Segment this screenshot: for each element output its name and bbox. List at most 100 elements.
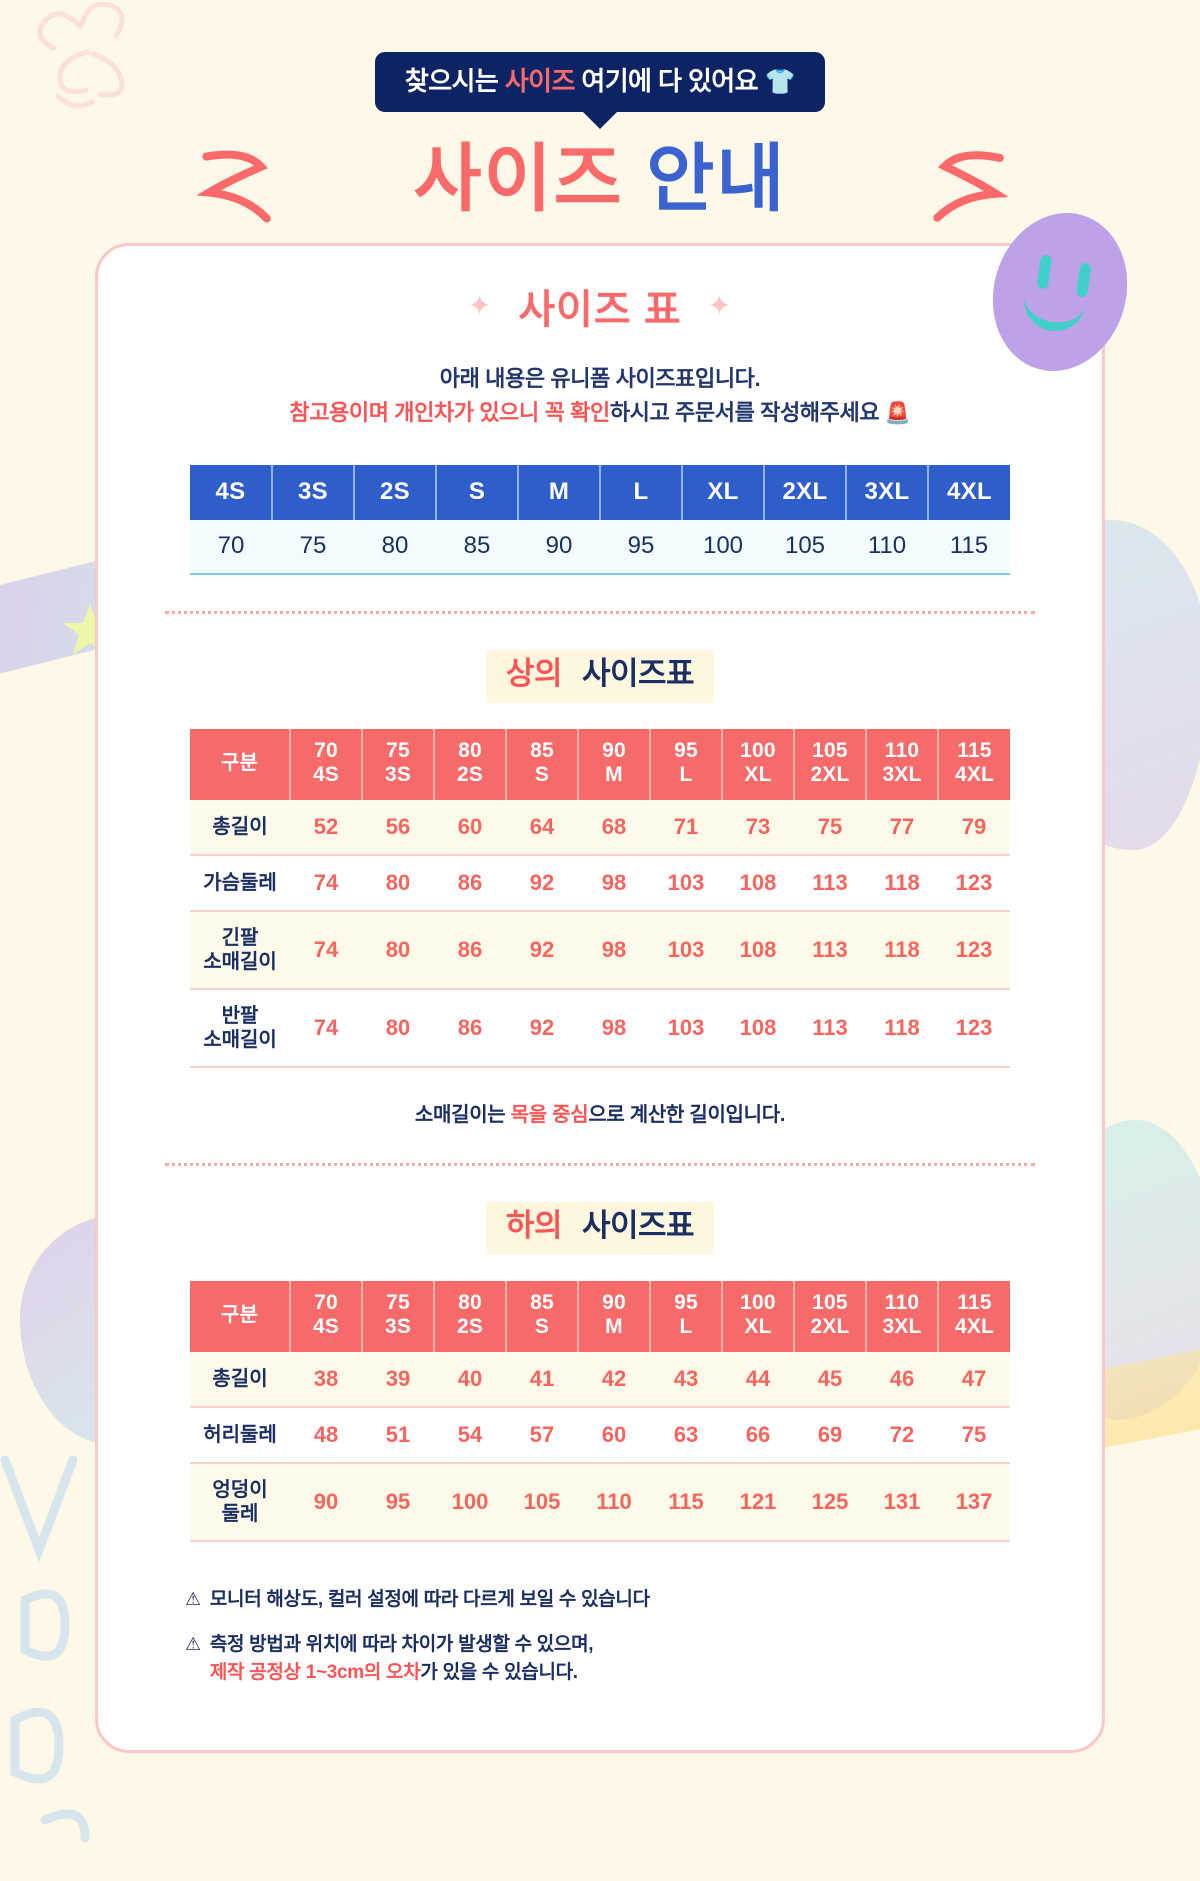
measurement-value: 64 bbox=[506, 800, 578, 857]
measurement-value: 46 bbox=[866, 1352, 938, 1409]
warning-icon: ⚠ bbox=[185, 1633, 201, 1654]
measurement-value: 54 bbox=[434, 1407, 506, 1465]
measurement-value: 38 bbox=[290, 1352, 362, 1409]
measurement-value: 86 bbox=[434, 989, 506, 1069]
measurement-value: 123 bbox=[938, 911, 1010, 991]
size-column-header: 95 L bbox=[650, 1280, 723, 1353]
measurement-value: 118 bbox=[866, 855, 938, 913]
size-header-cell: 3S bbox=[272, 465, 355, 521]
measurement-label: 총길이 bbox=[190, 1352, 290, 1409]
table-row: 긴팔 소매길이 74 80 86 92 98 103 108 113 118 123 bbox=[190, 911, 1010, 991]
page-title: 사이즈 안내 bbox=[414, 138, 787, 219]
table-row: 70 75 80 85 90 95 100 105 110 115 bbox=[190, 520, 1010, 576]
header-banner: 찾으시는 사이즈 여기에 다 있어요 👕 bbox=[0, 0, 1200, 112]
table-row: 가슴둘레 74 80 86 92 98 103 108 113 118 123 bbox=[190, 855, 1010, 913]
intro-line-2: 참고용이며 개인차가 있으니 꼭 확인하시고 주문서를 작성해주세요 🚨 bbox=[98, 396, 1102, 431]
ribbon-text-pre: 찾으시는 bbox=[404, 66, 505, 96]
measurement-value: 80 bbox=[362, 911, 434, 991]
measurement-value: 74 bbox=[290, 911, 362, 991]
table-row: 총길이 38 39 40 41 42 43 44 45 46 47 bbox=[190, 1352, 1010, 1409]
measurement-value: 123 bbox=[938, 989, 1010, 1069]
table-row: 총길이 52 56 60 64 68 71 73 75 77 79 bbox=[190, 800, 1010, 857]
size-column-header: 90 M bbox=[578, 1280, 651, 1353]
footnote-item: ⚠ 모니터 해상도, 컬러 설정에 따라 다르게 보일 수 있습니다 bbox=[185, 1586, 1015, 1615]
size-column-header: 115 4XL bbox=[938, 728, 1010, 801]
measurement-value: 40 bbox=[434, 1352, 506, 1409]
intro-line-2-rest: 하시고 주문서를 작성해주세요 bbox=[609, 400, 885, 426]
measurement-value: 113 bbox=[794, 989, 866, 1069]
measurement-label: 총길이 bbox=[190, 800, 290, 857]
intro-line-1: 아래 내용은 유니폼 사이즈표입니다. bbox=[439, 366, 761, 392]
measurement-value: 108 bbox=[722, 989, 794, 1069]
sleeve-note-post: 으로 계산한 길이입니다. bbox=[588, 1104, 786, 1127]
measurement-value: 118 bbox=[866, 911, 938, 991]
table-corner-label: 구분 bbox=[190, 1280, 291, 1353]
size-column-header: 70 4S bbox=[290, 1280, 363, 1353]
top-measurement-table: 구분 70 4S 75 3S 80 2S 85 S 90 M 95 L 100 XL 105 2XL 110 3XL… bbox=[190, 728, 1010, 1069]
measurement-value: 115 bbox=[650, 1463, 722, 1543]
size-header-cell: S bbox=[436, 465, 519, 521]
measurement-value: 95 bbox=[362, 1463, 434, 1543]
size-column-header: 100 XL bbox=[722, 1280, 795, 1353]
warning-icon: ⚠ bbox=[185, 1589, 201, 1610]
measurement-value: 74 bbox=[290, 989, 362, 1069]
size-column-header: 85 S bbox=[506, 1280, 579, 1353]
measurement-value: 71 bbox=[650, 800, 722, 857]
intro-line-2-red: 참고용이며 개인차가 있으니 꼭 확인 bbox=[289, 400, 610, 426]
measurement-value: 56 bbox=[362, 800, 434, 857]
measurement-value: 131 bbox=[866, 1463, 938, 1543]
measurement-value: 44 bbox=[722, 1352, 794, 1409]
measurement-value: 108 bbox=[722, 855, 794, 913]
size-value-cell: 80 bbox=[354, 520, 436, 576]
size-guide-card: ✦ 사이즈 표 ✦ 아래 내용은 유니폼 사이즈표입니다. 참고용이며 개인차가 있… bbox=[95, 197, 1146, 1753]
diamond-right-icon: ✦ bbox=[707, 290, 733, 322]
ribbon-text-post: 여기에 다 있어요 bbox=[574, 66, 765, 96]
card-intro: 아래 내용은 유니폼 사이즈표입니다. 참고용이며 개인차가 있으니 꼭 확인하… bbox=[98, 362, 1102, 431]
size-value-cell: 110 bbox=[846, 520, 928, 576]
size-header-cell: 2S bbox=[354, 465, 437, 521]
measurement-value: 68 bbox=[578, 800, 650, 857]
measurement-value: 110 bbox=[578, 1463, 650, 1543]
size-value-cell: 105 bbox=[764, 520, 846, 576]
divider bbox=[165, 611, 1035, 615]
measurement-value: 92 bbox=[506, 911, 578, 991]
footnote-2-text: 측정 방법과 위치에 따라 차이가 발생할 수 있으며, 제작 공정상 1~3c… bbox=[209, 1631, 594, 1688]
table-header-row: 구분 70 4S 75 3S 80 2S 85 S 90 M 95 L 100 XL 105 2XL 110 3XL… bbox=[190, 1280, 1010, 1353]
size-column-header: 80 2S bbox=[434, 1280, 507, 1353]
measurement-value: 41 bbox=[506, 1352, 578, 1409]
sparkle-doodle-right-icon bbox=[933, 151, 1009, 222]
measurement-value: 103 bbox=[650, 855, 722, 913]
footnote-2-line1: 측정 방법과 위치에 따라 차이가 발생할 수 있으며, bbox=[209, 1633, 594, 1655]
bottom-section-heading-part: 하의 bbox=[495, 1206, 572, 1249]
size-column-header: 85 S bbox=[506, 728, 579, 801]
size-header-cell: M bbox=[518, 465, 601, 521]
divider bbox=[165, 1163, 1035, 1167]
siren-icon: 🚨 bbox=[884, 402, 911, 426]
size-code-table: 4S 3S 2S S M L XL 2XL 3XL 4XL 70 75 80 85 90 95 100 105 1… bbox=[190, 465, 1010, 576]
size-column-header: 90 M bbox=[578, 728, 651, 801]
measurement-value: 74 bbox=[290, 855, 362, 913]
measurement-value: 105 bbox=[506, 1463, 578, 1543]
measurement-value: 121 bbox=[722, 1463, 794, 1543]
size-column-header: 75 3S bbox=[362, 728, 435, 801]
measurement-value: 98 bbox=[578, 911, 650, 991]
size-value-cell: 75 bbox=[272, 520, 354, 576]
size-column-header: 115 4XL bbox=[938, 1280, 1010, 1353]
top-section-heading: 상의 사이즈표 bbox=[98, 650, 1102, 703]
measurement-value: 80 bbox=[362, 989, 434, 1069]
measurement-label: 긴팔 소매길이 bbox=[190, 911, 290, 991]
footnote-item: ⚠ 측정 방법과 위치에 따라 차이가 발생할 수 있으며, 제작 공정상 1~… bbox=[185, 1631, 1015, 1688]
size-header-cell: XL bbox=[682, 465, 765, 521]
size-column-header: 110 3XL bbox=[866, 728, 939, 801]
measurement-value: 75 bbox=[938, 1407, 1010, 1465]
measurement-value: 86 bbox=[434, 855, 506, 913]
measurement-value: 125 bbox=[794, 1463, 866, 1543]
footnote-2-red: 제작 공정상 1~3cm의 오차 bbox=[209, 1662, 421, 1684]
bottom-measurement-table: 구분 70 4S 75 3S 80 2S 85 S 90 M 95 L 100 XL 105 2XL 110 3XL… bbox=[190, 1280, 1010, 1543]
measurement-label: 가슴둘레 bbox=[190, 855, 290, 913]
measurement-value: 100 bbox=[434, 1463, 506, 1543]
table-header-row: 4S 3S 2S S M L XL 2XL 3XL 4XL bbox=[190, 465, 1010, 521]
measurement-value: 108 bbox=[722, 911, 794, 991]
size-column-header: 100 XL bbox=[722, 728, 795, 801]
size-column-header: 110 3XL bbox=[866, 1280, 939, 1353]
